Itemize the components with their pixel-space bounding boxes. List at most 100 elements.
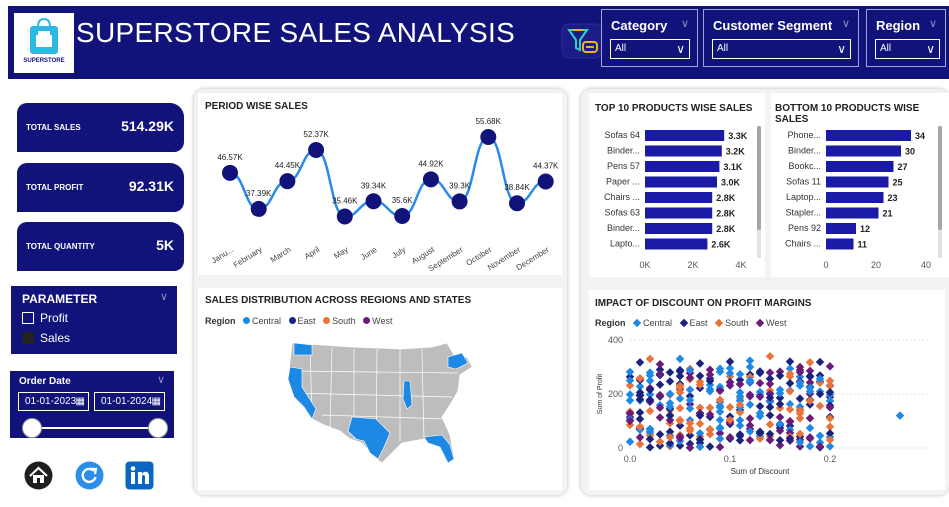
category-dropdown[interactable]: All ∨: [610, 39, 690, 59]
bar-value-label: 25: [893, 178, 903, 188]
bar-category-label: Binder...: [788, 146, 821, 156]
state-illinois[interactable]: [402, 380, 413, 410]
parameter-option-sales[interactable]: Sales: [22, 331, 70, 345]
bar: [645, 161, 720, 172]
scatter-point: [805, 442, 815, 451]
legend-item[interactable]: East: [297, 316, 316, 326]
bar: [645, 223, 713, 234]
filter-icon[interactable]: [561, 22, 603, 60]
x-tick-label: 0.1: [724, 454, 737, 464]
state-texas[interactable]: [347, 416, 391, 460]
calendar-icon[interactable]: ▦: [151, 396, 161, 407]
scatter-point: [675, 441, 685, 450]
scatter-title: IMPACT OF DISCOUNT ON PROFIT MARGINS: [595, 298, 812, 309]
scatter-point: [725, 432, 735, 442]
us-map[interactable]: [282, 335, 482, 467]
end-date-value: 01-01-2024: [101, 396, 153, 407]
scrollbar-thumb[interactable]: [938, 126, 942, 230]
legend-title: Region: [205, 316, 236, 326]
bar: [826, 192, 884, 203]
date-range-start-handle[interactable]: [22, 418, 42, 438]
state-florida[interactable]: [423, 434, 455, 464]
legend-item[interactable]: Central: [643, 318, 673, 328]
bar-category-label: Laptop...: [786, 192, 821, 202]
scatter-point: [675, 432, 685, 441]
data-label: 55.68K: [476, 117, 502, 126]
bar: [645, 130, 725, 141]
data-label: 39.3K: [449, 181, 471, 190]
bar-category-label: Sofas 63: [604, 208, 640, 218]
shopping-bag-icon: [30, 17, 58, 54]
scatter-point: [655, 390, 665, 400]
scatter-point: [795, 394, 805, 403]
bar-category-label: Pens 57: [607, 161, 640, 171]
dashboard-title: SUPERSTORE SALES ANALYSIS: [76, 17, 516, 48]
kpi-total-profit: TOTAL PROFIT 92.31K: [17, 163, 184, 212]
caret-down-icon: ∨: [926, 42, 935, 56]
date-range-end-handle[interactable]: [148, 418, 168, 438]
legend-item[interactable]: East: [689, 318, 708, 328]
scrollbar-thumb[interactable]: [757, 126, 761, 230]
start-date-input[interactable]: 01-01-2023 ▦: [18, 392, 89, 411]
brand-text: SUPERSTORE: [23, 58, 65, 64]
x-axis-title: Sum of Discount: [731, 467, 790, 476]
state-california[interactable]: [287, 366, 317, 420]
top10-bar-chart: Sofas 64 3.3K Binder... 3.2K Pens 57 3.1K Pape…: [604, 130, 748, 270]
checkbox-checked[interactable]: [22, 332, 34, 344]
scatter-point: [755, 378, 765, 388]
state-washington[interactable]: [293, 342, 313, 356]
data-label: 44.92K: [418, 159, 444, 168]
data-point: [480, 128, 497, 145]
top10-scrollbar[interactable]: [757, 126, 761, 258]
legend-item[interactable]: South: [332, 316, 356, 326]
scatter-point: [645, 406, 655, 416]
scatter-point: [655, 430, 665, 439]
legend-item[interactable]: West: [372, 316, 393, 326]
home-icon[interactable]: [24, 461, 53, 490]
kpi-total-sales: TOTAL SALES 514.29K: [17, 103, 184, 152]
checkbox[interactable]: [22, 312, 34, 324]
y-axis-title: Sum of Profit: [597, 374, 604, 415]
calendar-icon[interactable]: ▦: [75, 396, 85, 407]
segment-dropdown[interactable]: All ∨: [712, 39, 851, 59]
bar-category-label: Binder...: [607, 223, 640, 233]
scatter-point: [645, 396, 655, 405]
month-tick-label: April: [303, 245, 322, 261]
region-dropdown[interactable]: All ∨: [875, 39, 940, 59]
month-tick-label: December: [515, 245, 551, 272]
scatter-point: [715, 442, 725, 452]
month-tick-label: July: [390, 245, 407, 260]
bar: [826, 130, 911, 141]
kpi-value: 5K: [156, 237, 174, 253]
refresh-icon[interactable]: [75, 461, 104, 490]
bar-value-label: 3.2K: [726, 147, 746, 157]
state-new-york[interactable]: [447, 352, 469, 370]
data-label: 44.45K: [275, 161, 301, 170]
scatter-point: [675, 394, 685, 403]
segment-slicer[interactable]: Customer Segment ∨ All ∨: [703, 9, 859, 67]
scatter-point: [655, 360, 665, 369]
data-point: [451, 193, 468, 210]
scatter-point: [715, 423, 725, 432]
data-label: 37.39K: [246, 189, 272, 198]
region-slicer[interactable]: Region ∨ All ∨: [866, 9, 946, 67]
chevron-down-icon: ∨: [928, 18, 937, 30]
y-tick-label: 0: [618, 443, 623, 453]
option-label: Sales: [40, 331, 71, 345]
scatter-point: [745, 362, 755, 372]
end-date-input[interactable]: 01-01-2024 ▦: [94, 392, 165, 411]
bottom10-scrollbar[interactable]: [938, 126, 942, 258]
scatter-point: [825, 414, 835, 423]
bar-value-label: 12: [860, 224, 870, 234]
legend-item[interactable]: West: [766, 318, 787, 328]
parameter-option-profit[interactable]: Profit: [22, 311, 68, 325]
data-point: [250, 200, 267, 217]
scatter-point: [675, 354, 685, 364]
category-slicer[interactable]: Category ∨ All ∨: [601, 9, 698, 67]
month-tick-label: May: [332, 245, 350, 261]
linkedin-icon[interactable]: [125, 461, 154, 490]
legend-item[interactable]: Central: [252, 316, 282, 326]
legend-item[interactable]: South: [725, 318, 749, 328]
scatter-legend: Region Central East South West: [595, 318, 786, 328]
scatter-point: [785, 405, 795, 414]
